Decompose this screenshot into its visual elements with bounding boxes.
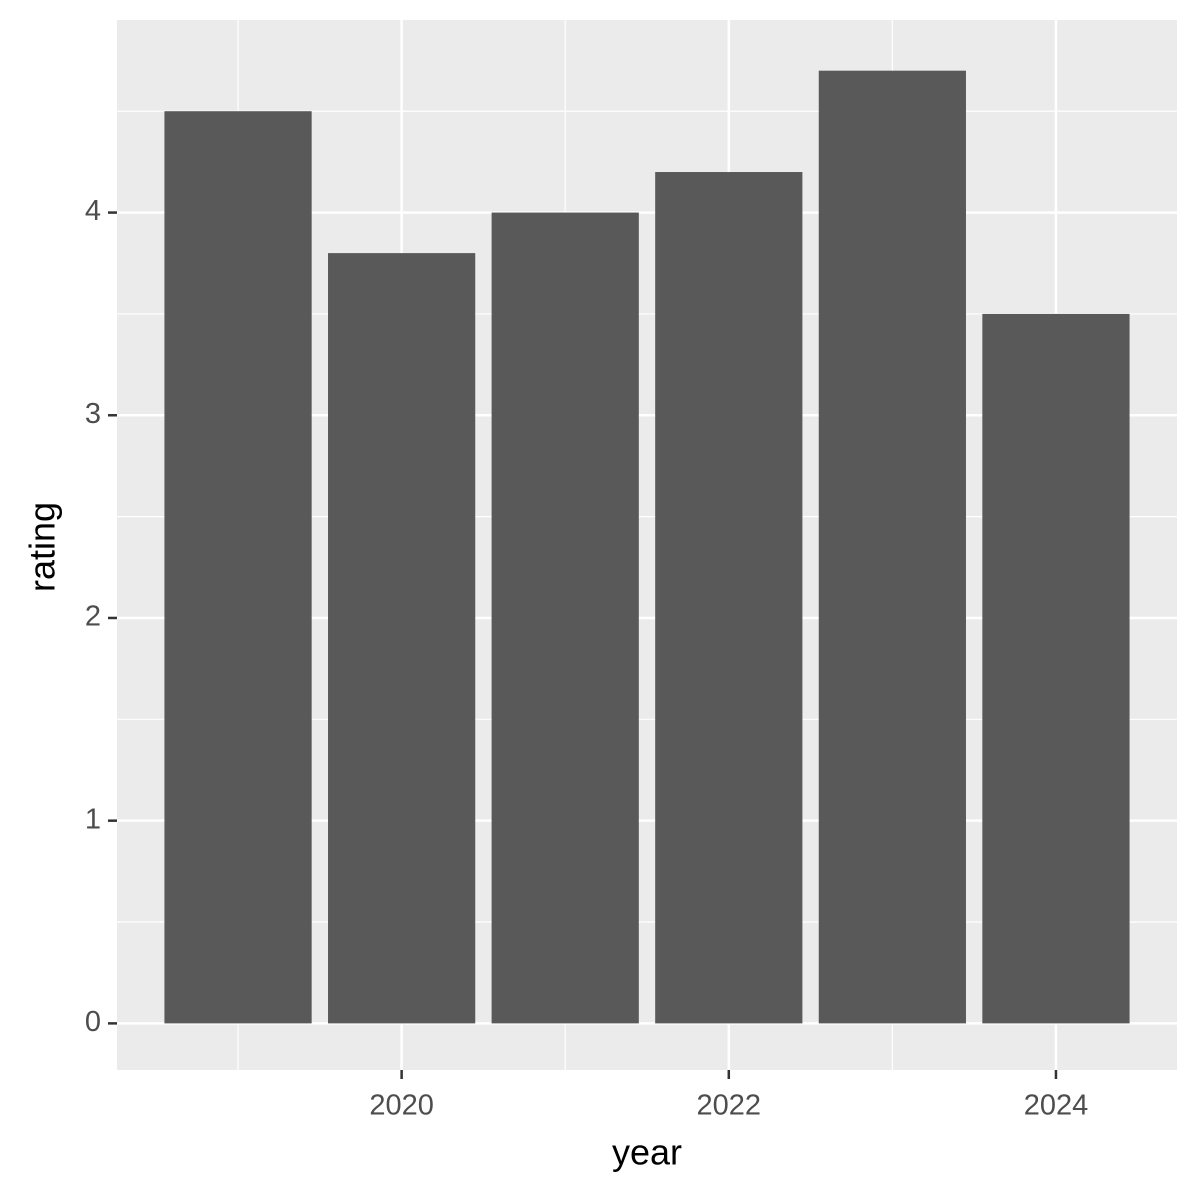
bar bbox=[982, 313, 1130, 1024]
x-tick-label: 2022 bbox=[697, 1090, 762, 1122]
y-tick-label: 3 bbox=[85, 398, 101, 430]
bar bbox=[491, 212, 639, 1024]
y-tick-label: 4 bbox=[85, 195, 101, 227]
bar bbox=[164, 111, 312, 1024]
x-tick-label: 2024 bbox=[1024, 1090, 1089, 1122]
y-tick-label: 2 bbox=[85, 601, 101, 633]
x-tick-label: 2020 bbox=[369, 1090, 434, 1122]
x-axis-title: year bbox=[612, 1132, 682, 1173]
y-tick-label: 1 bbox=[85, 803, 101, 835]
bar bbox=[328, 253, 476, 1024]
y-axis-title: rating bbox=[22, 502, 63, 592]
bar bbox=[655, 172, 803, 1024]
y-tick-label: 0 bbox=[85, 1006, 101, 1038]
bar bbox=[818, 70, 966, 1024]
